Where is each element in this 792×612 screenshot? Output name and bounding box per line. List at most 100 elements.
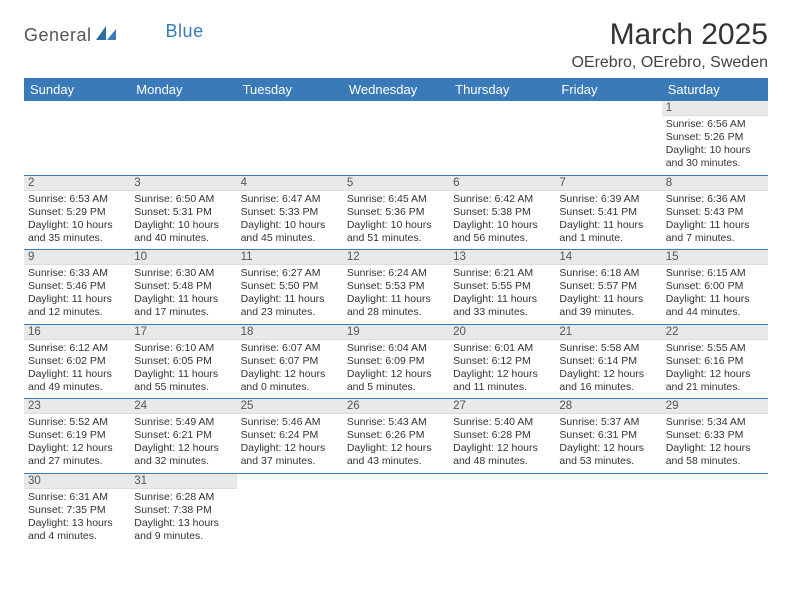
day-number: 23 [24,399,130,414]
sunset-line: Sunset: 6:16 PM [666,355,744,367]
calendar-day-cell: 21Sunrise: 5:58 AMSunset: 6:14 PMDayligh… [555,324,661,399]
calendar-day-cell: 16Sunrise: 6:12 AMSunset: 6:02 PMDayligh… [24,324,130,399]
daylight-line: Daylight: 11 hours and 17 minutes. [134,293,218,318]
daylight-line: Daylight: 11 hours and 12 minutes. [28,293,112,318]
logo-sail-icon [96,24,118,47]
sunrise-line: Sunrise: 6:27 AM [241,267,321,279]
sunrise-line: Sunrise: 6:28 AM [134,491,214,503]
daylight-line: Daylight: 11 hours and 55 minutes. [134,368,218,393]
day-data: Sunrise: 6:31 AMSunset: 7:35 PMDaylight:… [28,491,126,544]
weekday-header-row: SundayMondayTuesdayWednesdayThursdayFrid… [24,78,768,101]
day-data: Sunrise: 5:46 AMSunset: 6:24 PMDaylight:… [241,416,339,469]
day-number: 21 [555,325,661,340]
day-data: Sunrise: 6:28 AMSunset: 7:38 PMDaylight:… [134,491,232,544]
calendar-day-cell [237,101,343,175]
daylight-line: Daylight: 11 hours and 1 minute. [559,219,643,244]
calendar-day-cell: 27Sunrise: 5:40 AMSunset: 6:28 PMDayligh… [449,399,555,474]
daylight-line: Daylight: 13 hours and 4 minutes. [28,517,113,542]
calendar-day-cell: 12Sunrise: 6:24 AMSunset: 5:53 PMDayligh… [343,250,449,325]
sunset-line: Sunset: 5:36 PM [347,206,425,218]
calendar-day-cell [130,101,236,175]
calendar-day-cell: 14 Sunrise: 6:18 AMSunset: 5:57 PMDayligh… [555,250,661,325]
calendar-day-cell [343,101,449,175]
weekday-header: Tuesday [237,78,343,101]
sunset-line: Sunset: 6:02 PM [28,355,106,367]
calendar-day-cell: 31Sunrise: 6:28 AMSunset: 7:38 PMDayligh… [130,473,236,547]
day-data: Sunrise: 6:27 AMSunset: 5:50 PMDaylight:… [241,267,339,320]
day-data: Sunrise: 6:36 AMSunset: 5:43 PMDaylight:… [666,193,764,246]
weekday-header: Saturday [662,78,768,101]
day-number: 26 [343,399,449,414]
sunrise-line: Sunrise: 6:24 AM [347,267,427,279]
calendar-day-cell: 13Sunrise: 6:21 AMSunset: 5:55 PMDayligh… [449,250,555,325]
calendar-day-cell: 11Sunrise: 6:27 AMSunset: 5:50 PMDayligh… [237,250,343,325]
daylight-line: Daylight: 11 hours and 49 minutes. [28,368,112,393]
calendar-day-cell [237,473,343,547]
sunrise-line: Sunrise: 6:04 AM [347,342,427,354]
calendar-week-row: 30Sunrise: 6:31 AMSunset: 7:35 PMDayligh… [24,473,768,547]
day-data: Sunrise: 6:15 AMSunset: 6:00 PMDaylight:… [666,267,764,320]
day-number: 14 [555,250,661,265]
day-data: Sunrise: 6:50 AMSunset: 5:31 PMDaylight:… [134,193,232,246]
day-data: Sunrise: 6:42 AMSunset: 5:38 PMDaylight:… [453,193,551,246]
calendar-day-cell: 1Sunrise: 6:56 AMSunset: 5:26 PMDaylight… [662,101,768,175]
calendar-day-cell: 6 Sunrise: 6:42 AMSunset: 5:38 PMDaylight… [449,175,555,250]
logo: General Blue [24,18,204,47]
day-number: 6 [449,176,555,191]
daylight-line: Daylight: 12 hours and 27 minutes. [28,442,113,467]
day-data: Sunrise: 6:01 AMSunset: 6:12 PMDaylight:… [453,342,551,395]
daylight-line: Daylight: 11 hours and 33 minutes. [453,293,537,318]
day-number: 19 [343,325,449,340]
day-number: 2 [24,176,130,191]
sunrise-line: Sunrise: 6:18 AM [559,267,639,279]
sunset-line: Sunset: 6:07 PM [241,355,319,367]
sunrise-line: Sunrise: 6:10 AM [134,342,214,354]
day-data: Sunrise: 6:12 AMSunset: 6:02 PMDaylight:… [28,342,126,395]
day-data: Sunrise: 6:18 AMSunset: 5:57 PMDaylight:… [559,267,657,320]
sunset-line: Sunset: 5:46 PM [28,280,106,292]
day-data: Sunrise: 5:55 AMSunset: 6:16 PMDaylight:… [666,342,764,395]
sunrise-line: Sunrise: 6:15 AM [666,267,746,279]
sunset-line: Sunset: 7:35 PM [28,504,106,516]
calendar-day-cell: 28Sunrise: 5:37 AMSunset: 6:31 PMDayligh… [555,399,661,474]
daylight-line: Daylight: 12 hours and 43 minutes. [347,442,432,467]
calendar-day-cell [662,473,768,547]
sunrise-line: Sunrise: 5:43 AM [347,416,427,428]
sunrise-line: Sunrise: 6:01 AM [453,342,533,354]
sunset-line: Sunset: 6:19 PM [28,429,106,441]
day-number: 10 [130,250,236,265]
day-data: Sunrise: 6:21 AMSunset: 5:55 PMDaylight:… [453,267,551,320]
day-data: Sunrise: 6:33 AMSunset: 5:46 PMDaylight:… [28,267,126,320]
daylight-line: Daylight: 12 hours and 58 minutes. [666,442,751,467]
calendar-day-cell: 30Sunrise: 6:31 AMSunset: 7:35 PMDayligh… [24,473,130,547]
calendar-day-cell [24,101,130,175]
sunset-line: Sunset: 5:48 PM [134,280,212,292]
sunrise-line: Sunrise: 6:50 AM [134,193,214,205]
calendar-week-row: 16Sunrise: 6:12 AMSunset: 6:02 PMDayligh… [24,324,768,399]
sunrise-line: Sunrise: 6:30 AM [134,267,214,279]
day-number: 18 [237,325,343,340]
calendar-day-cell: 15Sunrise: 6:15 AMSunset: 6:00 PMDayligh… [662,250,768,325]
sunset-line: Sunset: 6:21 PM [134,429,212,441]
logo-text-blue: Blue [166,21,204,42]
sunset-line: Sunset: 6:00 PM [666,280,744,292]
sunrise-line: Sunrise: 5:49 AM [134,416,214,428]
sunset-line: Sunset: 5:31 PM [134,206,212,218]
sunrise-line: Sunrise: 6:31 AM [28,491,108,503]
daylight-line: Daylight: 12 hours and 0 minutes. [241,368,326,393]
calendar-day-cell: 29Sunrise: 5:34 AMSunset: 6:33 PMDayligh… [662,399,768,474]
day-number: 25 [237,399,343,414]
day-number: 9 [24,250,130,265]
day-data: Sunrise: 6:30 AMSunset: 5:48 PMDaylight:… [134,267,232,320]
calendar-day-cell [343,473,449,547]
sunset-line: Sunset: 5:26 PM [666,131,744,143]
calendar-day-cell: 9 Sunrise: 6:33 AMSunset: 5:46 PMDaylight… [24,250,130,325]
day-data: Sunrise: 6:45 AMSunset: 5:36 PMDaylight:… [347,193,445,246]
day-number: 27 [449,399,555,414]
weekday-header: Thursday [449,78,555,101]
sunrise-line: Sunrise: 6:12 AM [28,342,108,354]
sunrise-line: Sunrise: 5:58 AM [559,342,639,354]
calendar-day-cell: 4Sunrise: 6:47 AMSunset: 5:33 PMDaylight… [237,175,343,250]
daylight-line: Daylight: 10 hours and 30 minutes. [666,144,751,169]
daylight-line: Daylight: 12 hours and 21 minutes. [666,368,751,393]
